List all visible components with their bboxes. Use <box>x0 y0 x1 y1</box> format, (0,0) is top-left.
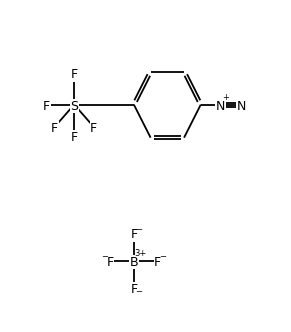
Text: S: S <box>70 100 78 113</box>
Text: F: F <box>130 228 137 241</box>
Text: F: F <box>107 256 113 269</box>
Text: F: F <box>51 122 58 135</box>
Text: B: B <box>129 256 138 269</box>
Text: F: F <box>154 256 161 269</box>
Text: −: − <box>135 225 142 234</box>
Text: N: N <box>216 100 225 113</box>
Text: +: + <box>222 93 229 102</box>
Text: N: N <box>237 100 246 113</box>
Text: F: F <box>71 131 78 144</box>
Text: 3+: 3+ <box>134 249 146 259</box>
Text: F: F <box>43 100 50 113</box>
Text: −: − <box>135 287 142 296</box>
Text: F: F <box>90 122 97 135</box>
Text: −: − <box>102 252 109 261</box>
Text: −: − <box>159 252 166 261</box>
Text: F: F <box>71 68 78 81</box>
Text: F: F <box>130 283 137 296</box>
